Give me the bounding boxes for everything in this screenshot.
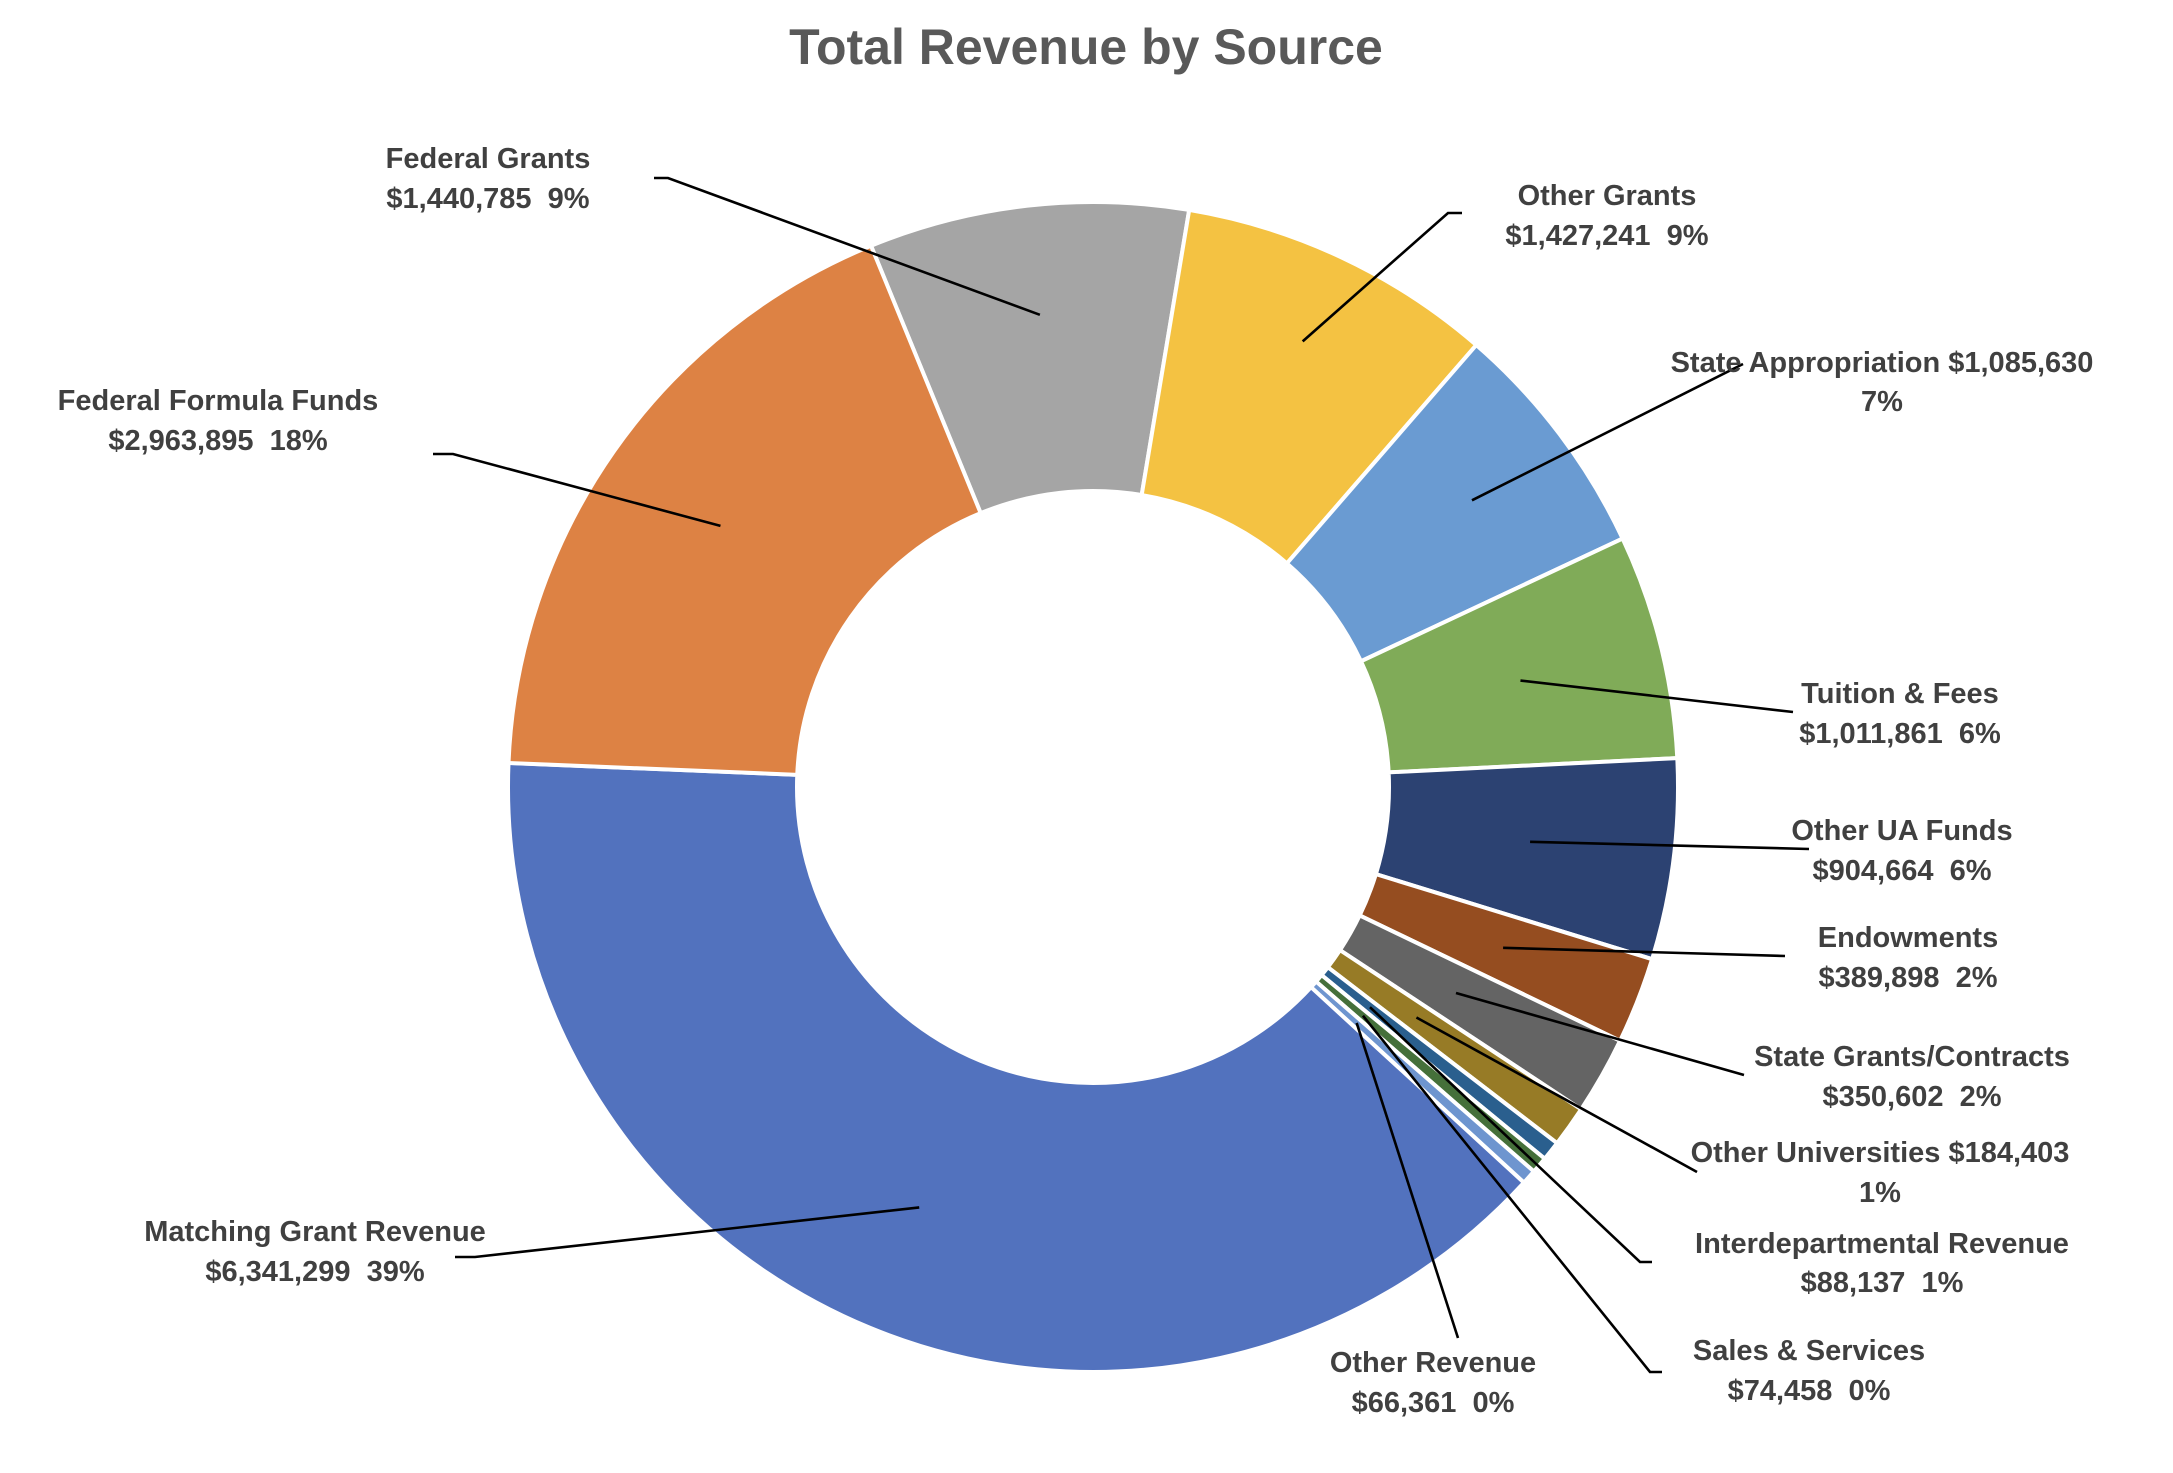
leader-line-federal-formula-funds: [433, 452, 721, 528]
data-label-other-universities: Other Universities $184,403 1%: [1691, 1137, 2070, 1209]
leader-line-endowments: [1503, 946, 1786, 958]
data-label-other-revenue: Other Revenue $66,361 0%: [1330, 1347, 1536, 1419]
leader-line-other-ua-funds: [1530, 840, 1810, 851]
leader-line-sales-and-services: [1361, 1014, 1662, 1374]
leader-line-state-grants-contracts: [1455, 991, 1745, 1077]
leader-line-other-universities: [1415, 1016, 1698, 1174]
data-label-federal-formula-funds: Federal Formula Funds $2,963,895 18%: [58, 385, 379, 457]
leader-line-other-revenue: [1355, 1022, 1460, 1339]
data-labels-group: Federal Grants $1,440,785 9% Other Grants $…: [58, 143, 2094, 1419]
leader-line-state-appropriation: [1471, 362, 1744, 502]
slice-matching-grant-revenue: [506, 760, 1527, 1374]
data-label-state-appropriation: State Appropriation $1,085,630 7%: [1671, 347, 2094, 418]
data-label-interdepartmental-revenue: Interdepartmental Revenue $88,137 1%: [1695, 1228, 2069, 1299]
data-label-sales-and-services: Sales & Services $74,458 0%: [1693, 1335, 1925, 1407]
data-label-other-ua-funds: Other UA Funds $904,664 6%: [1791, 815, 2012, 887]
leader-line-interdepartmental-revenue: [1369, 1006, 1652, 1264]
leader-line-other-grants: [1301, 211, 1462, 343]
data-label-state-grants-contracts: State Grants/Contracts $350,602 2%: [1754, 1041, 2070, 1113]
data-label-federal-grants: Federal Grants $1,440,785 9%: [386, 143, 591, 215]
data-label-other-grants: Other Grants $1,427,241 9%: [1505, 180, 1708, 252]
leader-line-federal-grants: [654, 176, 1041, 317]
slice-federal-formula-funds: [506, 243, 984, 777]
slices-group: [506, 200, 1680, 1374]
data-label-endowments: Endowments $389,898 2%: [1818, 922, 1998, 994]
data-label-matching-grant-revenue: Matching Grant Revenue $6,341,299 39%: [144, 1216, 486, 1288]
chart-title: Total Revenue by Source: [789, 19, 1383, 75]
data-label-tuition-and-fees: Tuition & Fees $1,011,861 6%: [1799, 678, 2001, 750]
leader-lines-group: [433, 176, 1810, 1374]
leader-line-matching-grant-revenue: [455, 1206, 920, 1259]
leader-line-tuition-and-fees: [1520, 679, 1794, 714]
